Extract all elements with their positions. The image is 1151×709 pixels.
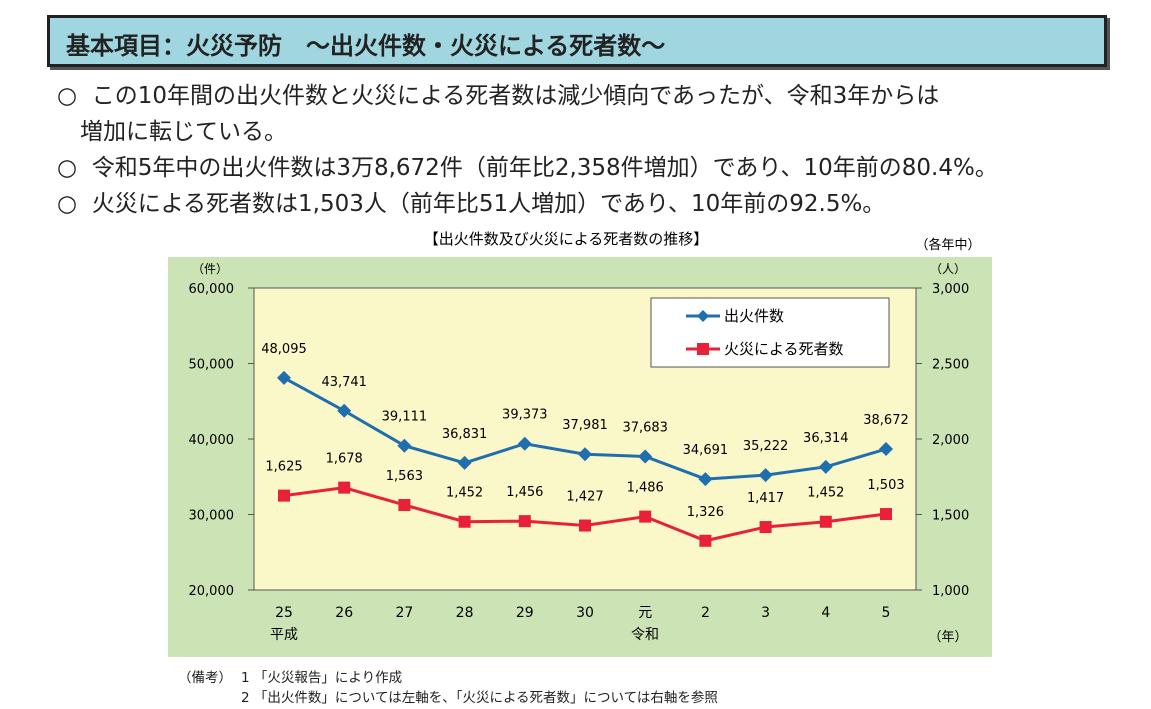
legend-square-icon (697, 343, 709, 355)
data-label: 38,672 (863, 413, 909, 428)
data-label: 1,427 (566, 490, 603, 505)
data-label: 1,326 (687, 505, 724, 520)
data-label: 1,503 (867, 478, 904, 493)
data-label: 39,111 (382, 410, 428, 425)
data-point-deaths (518, 515, 531, 528)
data-label: 1,625 (265, 460, 302, 475)
left-tick-label: 20,000 (189, 584, 235, 599)
data-point-deaths (880, 508, 892, 521)
data-label: 34,691 (683, 443, 729, 458)
data-label: 1,452 (807, 486, 844, 501)
data-label: 1,486 (627, 481, 664, 496)
chart-subtitle: （各年中） (915, 237, 980, 253)
data-point-fires (698, 472, 713, 487)
x-tick-label: 2 (701, 605, 710, 621)
right-tick-label: 1,500 (932, 509, 969, 524)
data-label: 36,831 (442, 427, 488, 442)
header-title: 基本項目：火災予防 ～出火件数・火災による死者数～ (66, 32, 666, 60)
x-tick-label: 26 (335, 605, 353, 621)
bullet-1: ○ この10年間の出火件数と火災による死者数は減少傾向であったが、令和3年からは (57, 83, 940, 109)
right-axis-label: （人） (930, 262, 966, 276)
data-label: 1,417 (747, 491, 784, 506)
bullet-3: ○ 火災による死者数は1,503人（前年比51人増加）であり、10年前の92.5… (57, 191, 886, 217)
left-axis-label: （件） (192, 262, 228, 276)
data-point-deaths (819, 515, 832, 528)
data-label: 39,373 (502, 408, 548, 423)
era-heisei: 平成 (270, 627, 298, 643)
data-point-deaths (338, 481, 351, 494)
data-point-fires (578, 447, 592, 462)
section-header: 基本項目：火災予防 ～出火件数・火災による死者数～ (47, 15, 1107, 67)
data-label: 37,981 (562, 418, 608, 433)
x-tick-label: 5 (882, 605, 891, 621)
legend-fires: 出火件数 (724, 307, 784, 325)
data-point-deaths (278, 489, 290, 502)
data-point-deaths (579, 519, 591, 532)
notes-label: （備考） (178, 670, 232, 686)
data-point-deaths (639, 510, 652, 523)
x-tick-label: 3 (761, 605, 770, 621)
x-axis-label: （年） (928, 630, 967, 645)
legend (650, 297, 890, 368)
data-point-deaths (398, 498, 411, 511)
data-point-fires (517, 436, 532, 451)
x-tick-label: 27 (395, 605, 413, 621)
bullet-1-cont: 増加に転じている。 (80, 119, 287, 145)
data-point-fires (879, 442, 893, 457)
legend-diamond-icon (697, 310, 709, 322)
left-tick-label: 50,000 (189, 358, 235, 373)
data-point-fires (397, 438, 412, 453)
data-label: 36,314 (803, 431, 849, 446)
note-2: 2 「出火件数」については左軸を、「火災による死者数」については右軸を参照 (241, 690, 718, 706)
data-point-deaths (759, 521, 772, 534)
x-tick-label: 4 (821, 605, 830, 621)
bullet-2: ○ 令和5年中の出火件数は3万8,672件（前年比2,358件増加）であり、10… (57, 155, 998, 181)
data-point-deaths (458, 515, 471, 528)
x-tick-label: 30 (576, 605, 594, 621)
data-point-fires (818, 459, 833, 474)
data-label: 1,678 (326, 452, 363, 467)
x-tick-label: 25 (275, 605, 293, 621)
data-point-fires (638, 449, 653, 464)
data-label: 35,222 (743, 439, 789, 454)
left-tick-label: 40,000 (189, 433, 235, 448)
right-tick-label: 3,000 (932, 282, 969, 297)
data-point-fires (758, 468, 773, 483)
data-label: 1,456 (506, 485, 543, 500)
era-reiwa: 令和 (631, 627, 659, 643)
left-tick-label: 30,000 (189, 509, 235, 524)
right-tick-label: 2,000 (932, 433, 969, 448)
chart-title: 【出火件数及び火災による死者数の推移】 (424, 230, 709, 248)
data-point-fires (277, 370, 291, 385)
note-1: 1 「火災報告」により作成 (241, 670, 403, 686)
left-tick-label: 60,000 (189, 282, 235, 297)
data-label: 48,095 (261, 342, 307, 357)
data-label: 1,563 (386, 469, 423, 484)
x-tick-label: 29 (516, 605, 534, 621)
x-tick-label: 元 (638, 605, 652, 621)
data-label: 37,683 (622, 420, 668, 435)
data-point-deaths (699, 534, 712, 547)
x-tick-label: 28 (456, 605, 474, 621)
right-tick-label: 1,000 (932, 584, 969, 599)
legend-deaths: 火災による死者数 (724, 340, 844, 358)
data-label: 43,741 (321, 375, 367, 390)
data-label: 1,452 (446, 486, 483, 501)
data-point-fires (457, 455, 472, 470)
right-tick-label: 2,500 (932, 358, 969, 373)
data-point-fires (337, 403, 352, 418)
